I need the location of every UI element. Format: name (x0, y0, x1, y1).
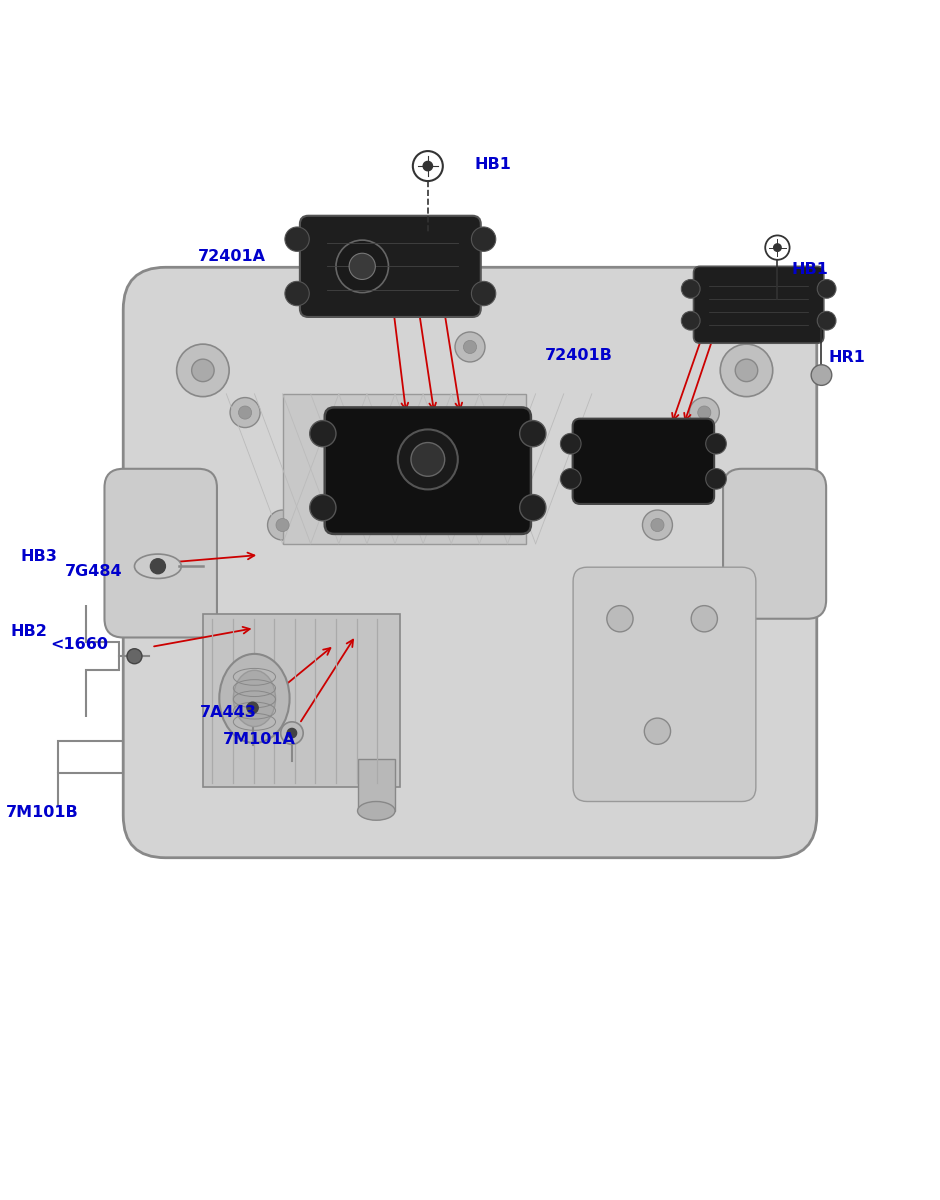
Circle shape (691, 606, 717, 632)
Ellipse shape (233, 671, 275, 726)
Circle shape (177, 344, 229, 397)
Text: 7M101A: 7M101A (223, 732, 295, 748)
Circle shape (423, 161, 432, 170)
Circle shape (268, 510, 298, 540)
Circle shape (336, 240, 388, 293)
Text: HB2: HB2 (10, 624, 48, 638)
Circle shape (520, 420, 546, 446)
Text: scuderia: scuderia (264, 487, 650, 565)
Circle shape (463, 341, 477, 354)
Ellipse shape (219, 654, 290, 743)
Circle shape (774, 244, 781, 251)
Circle shape (706, 433, 727, 454)
Circle shape (150, 559, 165, 574)
FancyBboxPatch shape (104, 469, 217, 637)
Circle shape (276, 518, 290, 532)
FancyBboxPatch shape (723, 469, 826, 619)
FancyBboxPatch shape (572, 419, 714, 504)
Circle shape (706, 468, 727, 490)
Circle shape (192, 359, 214, 382)
Text: HB1: HB1 (791, 262, 828, 277)
Bar (357, 760, 395, 811)
Circle shape (285, 281, 309, 306)
Circle shape (644, 718, 670, 744)
Circle shape (735, 359, 758, 382)
Ellipse shape (357, 802, 395, 821)
Text: HR1: HR1 (828, 350, 865, 365)
Circle shape (560, 468, 581, 490)
Circle shape (310, 420, 336, 446)
Circle shape (520, 494, 546, 521)
Circle shape (127, 649, 142, 664)
Circle shape (811, 365, 832, 385)
Circle shape (817, 311, 836, 330)
Circle shape (238, 692, 268, 722)
Text: 7A443: 7A443 (200, 706, 257, 720)
Circle shape (471, 281, 495, 306)
Circle shape (230, 397, 260, 427)
Bar (203, 614, 400, 787)
Circle shape (471, 227, 495, 251)
Text: HB3: HB3 (20, 548, 57, 564)
Circle shape (689, 397, 719, 427)
Circle shape (697, 406, 711, 419)
FancyBboxPatch shape (123, 268, 817, 858)
Circle shape (247, 702, 258, 714)
Circle shape (817, 280, 836, 299)
FancyBboxPatch shape (573, 568, 756, 802)
Text: 7G484: 7G484 (65, 564, 123, 578)
Circle shape (411, 443, 445, 476)
Circle shape (682, 280, 700, 299)
FancyBboxPatch shape (694, 266, 823, 343)
Circle shape (455, 332, 485, 362)
Text: <1660: <1660 (50, 637, 108, 652)
Circle shape (607, 606, 633, 632)
Circle shape (642, 510, 672, 540)
Circle shape (650, 518, 664, 532)
Bar (283, 394, 526, 544)
Circle shape (349, 253, 375, 280)
Text: car parts: car parts (311, 558, 496, 600)
Circle shape (720, 344, 773, 397)
Circle shape (281, 722, 304, 744)
FancyBboxPatch shape (324, 408, 531, 534)
FancyBboxPatch shape (300, 216, 480, 317)
Circle shape (288, 728, 297, 738)
Circle shape (682, 311, 700, 330)
Circle shape (310, 494, 336, 521)
Circle shape (398, 430, 458, 490)
Circle shape (285, 227, 309, 251)
Text: 72401B: 72401B (545, 348, 613, 364)
Text: 7M101B: 7M101B (6, 805, 79, 821)
Circle shape (239, 406, 252, 419)
Text: 72401A: 72401A (198, 248, 266, 264)
Circle shape (560, 433, 581, 454)
Ellipse shape (134, 554, 181, 578)
Text: HB1: HB1 (475, 157, 511, 172)
